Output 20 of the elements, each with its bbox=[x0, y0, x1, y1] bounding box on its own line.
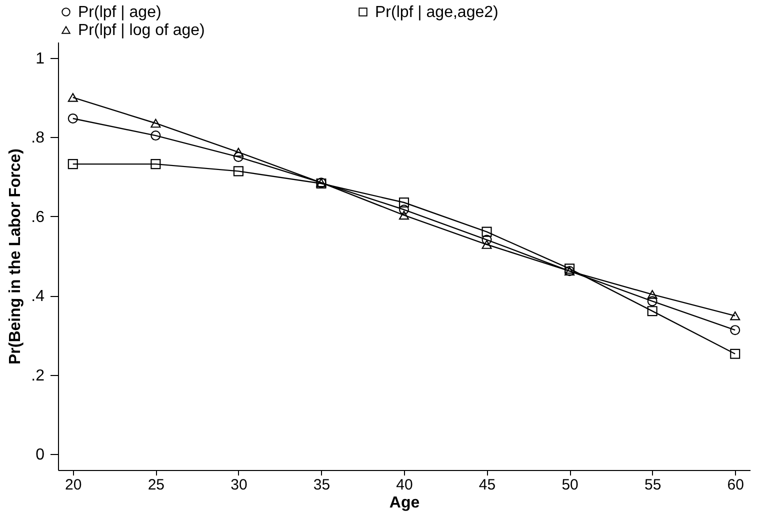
y-axis-title: Pr(Being in the Labor Force) bbox=[7, 148, 24, 365]
x-tick-label: 20 bbox=[65, 476, 82, 494]
y-tick-label: 1 bbox=[36, 50, 45, 68]
x-tick-label: 40 bbox=[396, 476, 413, 494]
y-tick-label: 0 bbox=[36, 446, 45, 464]
legend-label: Pr(lpf | log of age) bbox=[78, 22, 205, 39]
x-axis-title: Age bbox=[389, 494, 420, 512]
y-tick-label: .4 bbox=[31, 288, 45, 306]
y-tick-label: .6 bbox=[31, 208, 45, 226]
x-tick-label: 35 bbox=[313, 476, 330, 494]
x-tick-label: 60 bbox=[727, 476, 744, 494]
x-tick-label: 45 bbox=[478, 476, 496, 494]
legend-label: Pr(lpf | age) bbox=[78, 4, 162, 21]
y-tick-label: .2 bbox=[31, 367, 45, 384]
x-tick-label: 50 bbox=[562, 476, 578, 494]
legend-label: Pr(lpf | age,age2) bbox=[375, 4, 498, 21]
x-tick-label: 55 bbox=[644, 476, 662, 494]
x-tick-label: 25 bbox=[148, 476, 165, 494]
y-tick-label: .8 bbox=[31, 130, 45, 147]
x-tick-label: 30 bbox=[230, 476, 248, 494]
